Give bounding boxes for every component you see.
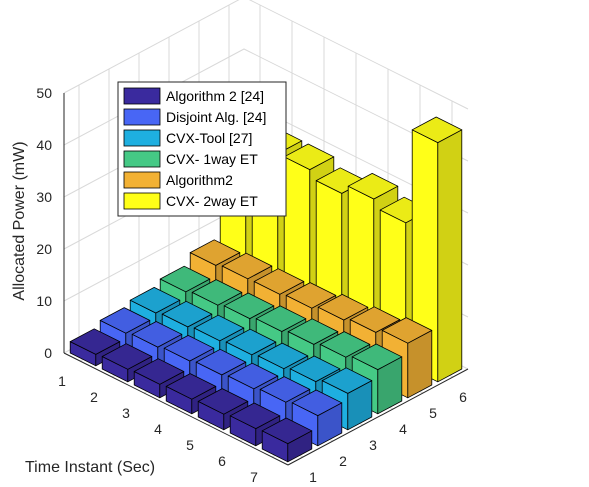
legend-label: Algorithm2 xyxy=(166,172,233,188)
tick-labels: 0 10 20 30 40 50 1 2 3 4 5 6 7 1 2 3 4 5 6 xyxy=(36,85,467,485)
bar-top-face xyxy=(227,362,279,390)
bar-top-face xyxy=(163,334,215,362)
z-tick-label: 0 xyxy=(44,345,52,361)
legend: Algorithm 2 [24] Disjoint Alg. [24] CVX-To… xyxy=(117,81,287,217)
legend-label: CVX-Tool [27] xyxy=(166,130,252,146)
bar-top-face xyxy=(257,342,309,370)
bar-top-face xyxy=(221,252,273,280)
bar-top-face xyxy=(195,348,247,376)
z-tick-label: 20 xyxy=(36,241,52,257)
bar-top-face xyxy=(255,305,307,332)
bar-top-face xyxy=(159,265,211,293)
bar xyxy=(261,417,313,463)
legend-label: Algorithm 2 [24] xyxy=(166,88,264,104)
bar-top-face xyxy=(161,300,213,328)
bar-top-face xyxy=(347,172,399,200)
legend-swatch xyxy=(123,108,161,126)
x-tick-label: 7 xyxy=(250,469,258,485)
legend-swatch xyxy=(123,171,161,189)
bar-top-face xyxy=(261,417,313,445)
z-tick-label: 50 xyxy=(36,85,52,101)
bar-top-face xyxy=(283,143,335,171)
bar-top-face xyxy=(321,367,373,394)
x-tick-label: 3 xyxy=(122,405,130,421)
x-axis-line xyxy=(63,352,289,466)
y-tick-label: 3 xyxy=(369,437,377,453)
bar-top-face xyxy=(287,318,339,345)
bar-top-face xyxy=(319,331,371,358)
bar-top-face xyxy=(101,343,153,370)
bar-top-face xyxy=(131,321,183,348)
x-tick-label: 5 xyxy=(186,437,194,453)
legend-swatch xyxy=(123,150,161,168)
z-tick-label: 40 xyxy=(36,137,52,153)
y-tick-label: 1 xyxy=(309,469,317,485)
bars-layer xyxy=(69,109,463,463)
bar-top-face xyxy=(317,293,369,321)
z-tick-label: 30 xyxy=(36,189,52,205)
legend-swatch xyxy=(123,129,161,147)
bar-top-face xyxy=(349,306,401,333)
bar-top-face xyxy=(197,388,249,415)
legend-label: CVX- 2way ET xyxy=(166,193,258,209)
bar-top-face xyxy=(285,282,337,309)
x-tick-label: 4 xyxy=(154,421,162,437)
x-tick-label: 1 xyxy=(58,373,66,389)
bar-top-face xyxy=(253,268,305,295)
bar-top-face xyxy=(99,307,151,334)
bar-top-face xyxy=(351,343,403,371)
bar-top-face xyxy=(193,314,245,342)
bar-top-face xyxy=(165,373,217,400)
bar-top-face xyxy=(133,358,185,385)
y-tick-label: 4 xyxy=(399,421,407,437)
bar-top-face xyxy=(381,317,433,344)
bar-top-face xyxy=(291,389,343,417)
bar-top-face xyxy=(289,355,341,383)
bar-top-face xyxy=(223,292,275,320)
legend-swatch xyxy=(123,87,161,105)
bar-top-face xyxy=(225,328,277,356)
bar-top-face xyxy=(189,239,241,266)
bar-top-face xyxy=(191,279,243,306)
x-tick-label: 6 xyxy=(218,453,226,469)
bar-top-face xyxy=(69,328,121,355)
bar-top-face xyxy=(411,116,463,144)
x-axis-label: Time Instant (Sec) xyxy=(25,459,155,476)
bar-side-face xyxy=(437,129,463,383)
legend-label: Disjoint Alg. [24] xyxy=(166,109,266,125)
bar-top-face xyxy=(229,402,281,430)
y-tick-label: 6 xyxy=(459,389,467,405)
z-tick-label: 10 xyxy=(36,293,52,309)
grid-line-z xyxy=(63,0,469,110)
y-tick-label: 5 xyxy=(429,405,437,421)
bar xyxy=(411,116,463,383)
legend-swatch xyxy=(123,192,161,210)
x-tick-label: 2 xyxy=(90,389,98,405)
z-axis-label: Allocated Power (mW) xyxy=(11,141,28,300)
bar-top-face xyxy=(259,376,311,403)
y-tick-label: 2 xyxy=(339,453,347,469)
legend-label: CVX- 1way ET xyxy=(166,151,258,167)
y-axis-line xyxy=(287,368,469,466)
bar-top-face xyxy=(129,286,181,314)
